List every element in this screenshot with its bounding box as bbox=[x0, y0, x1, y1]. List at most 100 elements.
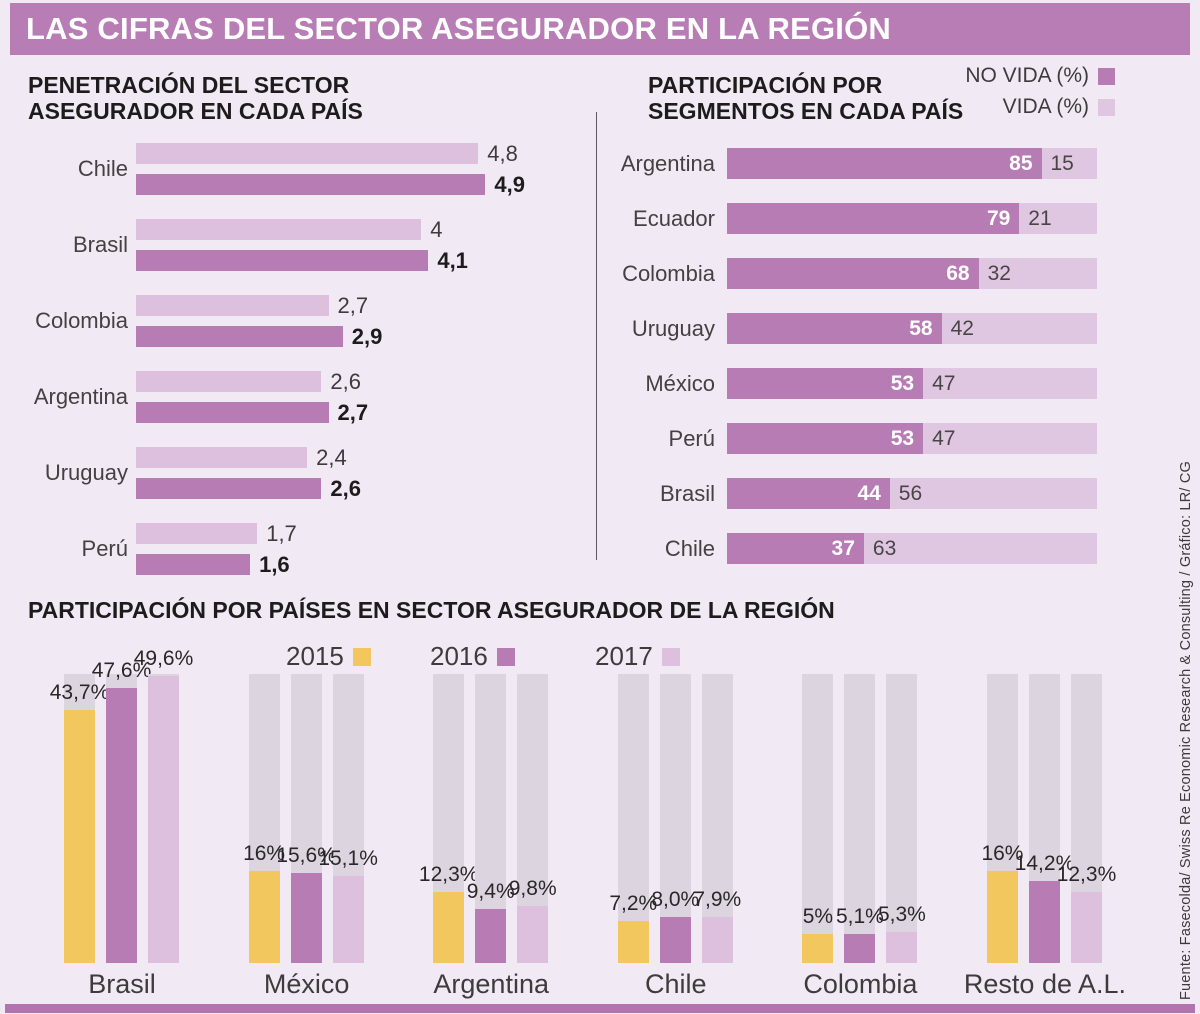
bar-row-light: 4 bbox=[136, 219, 468, 241]
bar-track: 9,4% bbox=[467, 674, 515, 963]
bar-2015 bbox=[802, 934, 834, 963]
country-label: Brasil bbox=[72, 232, 128, 257]
stacked-bar: 53 47 bbox=[727, 423, 1097, 454]
stacked-bar: 85 15 bbox=[727, 148, 1097, 179]
dark-bar bbox=[136, 402, 329, 423]
no-vida-value: 58 bbox=[909, 316, 933, 340]
bar-2016 bbox=[1028, 880, 1060, 963]
bar-track: 7,9% bbox=[693, 674, 741, 963]
vida-value: 56 bbox=[898, 481, 923, 505]
segmentos-row: Argentina 85 15 bbox=[618, 148, 1097, 179]
bar-track: 9,8% bbox=[509, 674, 557, 963]
bar-2015 bbox=[617, 921, 649, 963]
vida-segment: 21 bbox=[1019, 203, 1097, 234]
country-label: Brasil bbox=[659, 480, 715, 506]
light-bar bbox=[136, 371, 322, 392]
dark-bar bbox=[136, 326, 343, 347]
legend-item-no-vida: NO VIDA (%) bbox=[965, 64, 1115, 88]
swatch-2017-icon bbox=[661, 647, 680, 666]
country-label: Argentina bbox=[33, 384, 128, 409]
segmentos-row: Chile 37 63 bbox=[618, 533, 1097, 564]
bar-2017 bbox=[517, 906, 549, 963]
header-bar: LAS CIFRAS DEL SECTOR ASEGURADOR EN LA R… bbox=[10, 3, 1190, 55]
bar-track: 12,3% bbox=[1057, 674, 1116, 963]
vida-segment: 42 bbox=[941, 313, 1097, 344]
bar-track: 49,6% bbox=[134, 647, 193, 963]
legend-label-2015: 2015 bbox=[286, 641, 344, 671]
country-label: México bbox=[263, 969, 350, 999]
paises-group: 5% 5,1% 5,3% Colombia bbox=[802, 674, 926, 999]
country-label: Perú bbox=[81, 536, 128, 561]
value-label: 12,3% bbox=[1056, 862, 1117, 886]
bar-track: 47,6% bbox=[92, 659, 151, 963]
page-title: LAS CIFRAS DEL SECTOR ASEGURADOR EN LA R… bbox=[26, 11, 892, 46]
country-label: Resto de A.L. bbox=[963, 969, 1127, 999]
value-label: 16% bbox=[981, 841, 1024, 865]
value-label: 2,7 bbox=[337, 293, 369, 318]
country-label: Perú bbox=[668, 425, 715, 451]
vida-segment: 47 bbox=[923, 423, 1097, 454]
penetracion-group: Brasil 4 4,1 bbox=[28, 219, 525, 272]
source-note: Fuente: Fasecolda/ Swiss Re Economic Res… bbox=[1178, 460, 1194, 1000]
country-label: Colombia bbox=[622, 260, 715, 286]
vida-value: 15 bbox=[1050, 151, 1074, 175]
bar-track: 7,2% bbox=[609, 674, 657, 963]
value-label: 2,6 bbox=[330, 476, 361, 501]
stacked-bar: 44 56 bbox=[727, 478, 1097, 509]
value-label: 14,2% bbox=[1014, 851, 1075, 875]
segmentos-row: Ecuador 79 21 bbox=[618, 203, 1097, 234]
bar-track: 16% bbox=[981, 674, 1023, 963]
vida-value: 47 bbox=[932, 371, 956, 395]
value-label: 49,6% bbox=[133, 647, 194, 671]
country-label: Colombia bbox=[803, 969, 918, 999]
country-label: México bbox=[645, 370, 715, 396]
bar-row-light: 2,6 bbox=[136, 369, 368, 394]
bar-track: 5,3% bbox=[878, 674, 926, 963]
light-bar bbox=[136, 143, 479, 164]
legend-item-2015: 2015 bbox=[286, 641, 371, 672]
vida-segment: 56 bbox=[889, 478, 1097, 509]
no-vida-segment: 44 bbox=[727, 478, 890, 509]
bar-2017 bbox=[148, 676, 179, 963]
value-label: 4,8 bbox=[487, 141, 518, 166]
bar-2017 bbox=[701, 917, 733, 963]
bar-2017 bbox=[332, 875, 364, 963]
no-vida-segment: 58 bbox=[727, 313, 942, 344]
value-label: 2,6 bbox=[330, 369, 361, 394]
no-vida-value: 53 bbox=[890, 426, 915, 450]
bar-track: 5% bbox=[802, 674, 834, 963]
bar-2016 bbox=[106, 687, 137, 963]
country-label: Argentina bbox=[620, 150, 715, 176]
no-vida-segment: 53 bbox=[727, 423, 924, 454]
bar-row-light: 4,8 bbox=[136, 141, 525, 166]
segmentos-row: Perú 53 47 bbox=[618, 423, 1097, 454]
bar-track: 15,1% bbox=[318, 674, 378, 963]
legend-label-no-vida: NO VIDA (%) bbox=[965, 64, 1089, 87]
bar-track: 5,1% bbox=[836, 674, 884, 963]
no-vida-segment: 79 bbox=[727, 203, 1020, 234]
segmentos-legend: NO VIDA (%) VIDA (%) bbox=[965, 64, 1115, 126]
bar-pair: 2,4 2,6 bbox=[136, 445, 361, 501]
bar-2017 bbox=[886, 932, 918, 963]
country-label: Colombia bbox=[35, 308, 128, 333]
bar-pair: 4 4,1 bbox=[136, 219, 468, 272]
legend-label-2017: 2017 bbox=[595, 641, 653, 671]
value-label: 47,6% bbox=[91, 658, 152, 682]
swatch-2015-icon bbox=[352, 647, 371, 666]
dark-bar bbox=[136, 554, 251, 575]
bar-row-dark: 4,9 bbox=[136, 174, 525, 196]
penetracion-group: Colombia 2,7 2,9 bbox=[28, 293, 525, 348]
bar-track: 43,7% bbox=[50, 674, 109, 963]
bottom-bar bbox=[5, 1004, 1195, 1013]
bar-row-dark: 2,9 bbox=[136, 326, 382, 348]
segmentos-row: Uruguay 58 42 bbox=[618, 313, 1097, 344]
value-label: 9,4% bbox=[466, 879, 515, 903]
stacked-bar: 53 47 bbox=[727, 368, 1097, 399]
value-label: 2,4 bbox=[316, 445, 347, 470]
light-bar bbox=[136, 523, 258, 544]
bar-track: 15,6% bbox=[276, 674, 336, 963]
country-label: Chile bbox=[645, 969, 707, 999]
vida-swatch-icon bbox=[1098, 98, 1115, 116]
paises-group: 12,3% 9,4% 9,8% Argentina bbox=[419, 674, 557, 999]
vertical-divider bbox=[596, 112, 597, 560]
